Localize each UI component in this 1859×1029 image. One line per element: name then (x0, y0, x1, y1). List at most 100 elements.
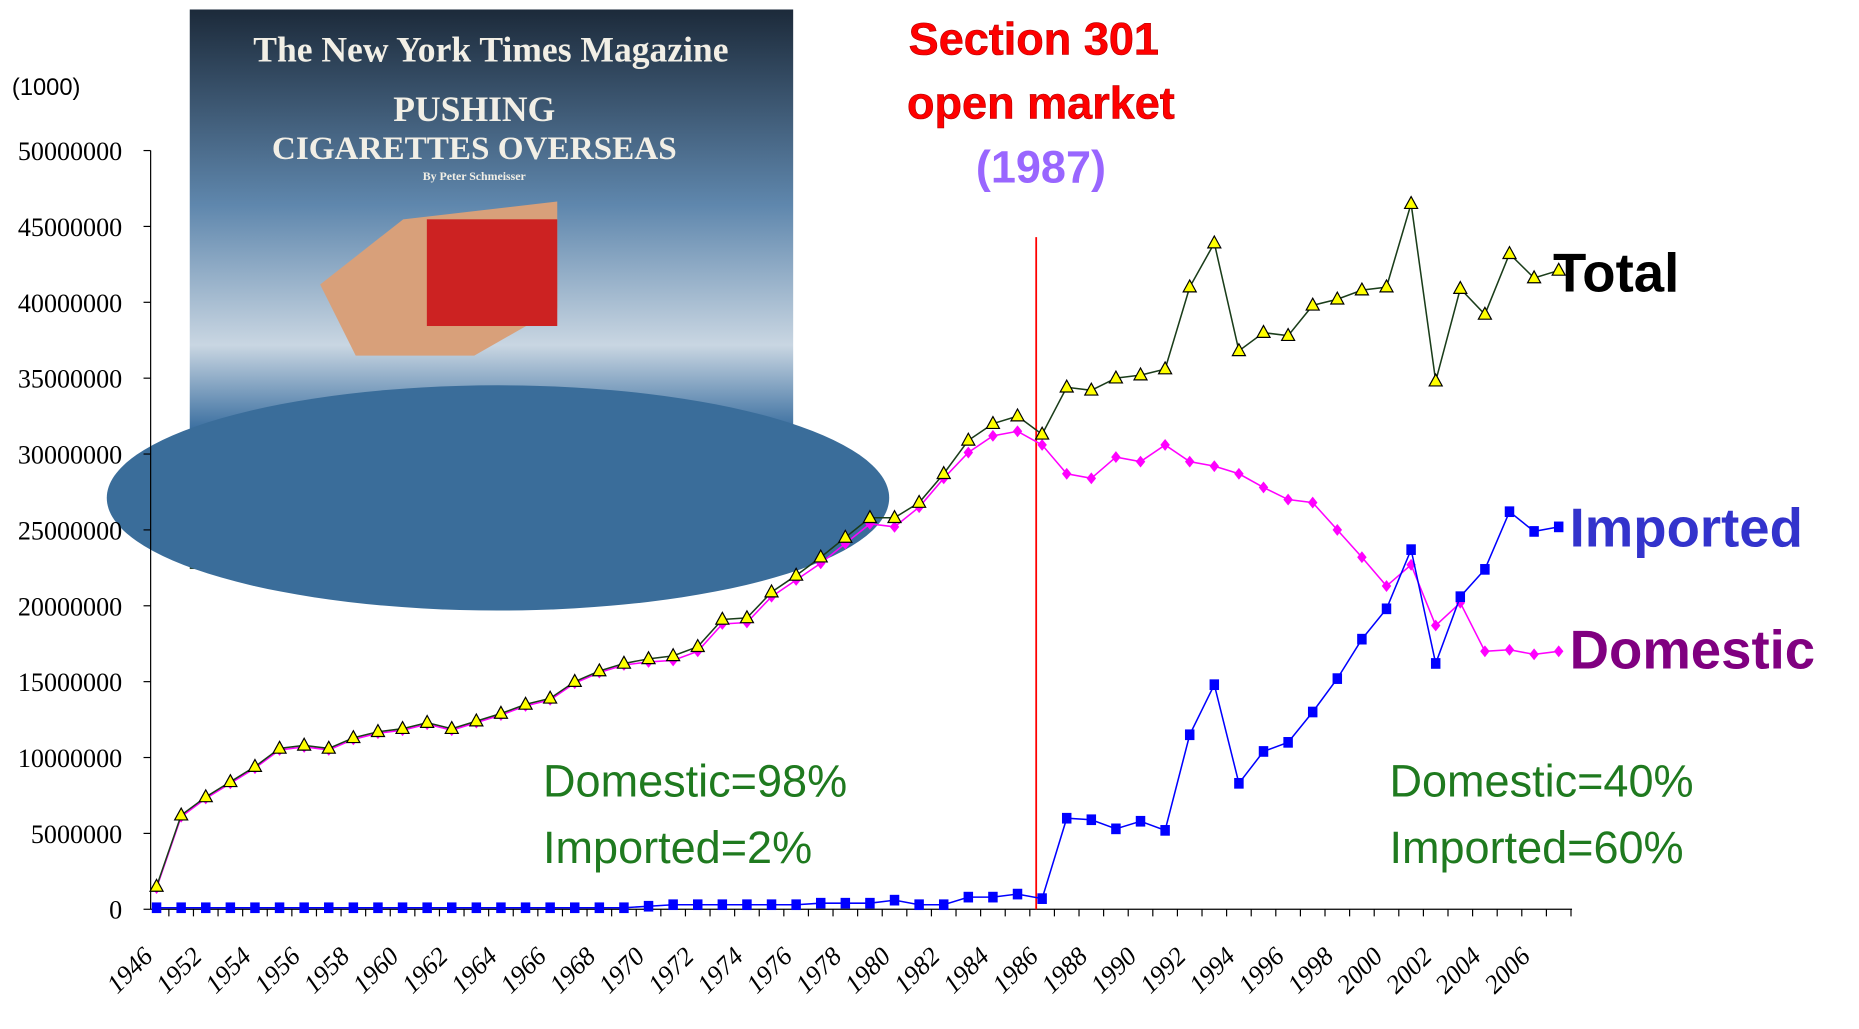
point (1553, 645, 1564, 658)
point (1160, 825, 1170, 836)
point (1529, 648, 1539, 661)
point (1452, 280, 1468, 294)
point (1255, 324, 1272, 338)
point (1529, 526, 1539, 537)
cover-byline: By Peter Schmeisser (423, 169, 526, 183)
x-tick-label: 1992 (1134, 942, 1191, 999)
point (1307, 706, 1318, 718)
x-tick-label: 1952 (150, 942, 207, 999)
y-tick-label: 20000000 (18, 592, 122, 621)
point (201, 902, 211, 914)
point (1307, 496, 1318, 509)
point (641, 650, 657, 665)
x-tick-label: 1984 (937, 942, 994, 999)
y-tick-label: 30000000 (18, 441, 122, 470)
x-tick-label: 2002 (1380, 942, 1437, 999)
x-tick-label: 1978 (790, 942, 847, 999)
point (988, 891, 998, 903)
x-tick-label: 1968 (544, 942, 601, 999)
point (865, 897, 875, 909)
point (419, 714, 435, 728)
point (692, 899, 703, 911)
point (889, 894, 900, 906)
point (1428, 372, 1444, 387)
point (1477, 306, 1493, 320)
cover-headline: CIGARETTES OVERSEAS (272, 130, 677, 167)
point (1234, 777, 1244, 789)
point (447, 902, 457, 914)
point (1526, 269, 1542, 284)
point (914, 899, 924, 911)
point (960, 432, 976, 446)
point (1059, 378, 1075, 393)
point (1184, 455, 1195, 468)
series-label: Total (1553, 243, 1679, 304)
y-tick-label: 15000000 (18, 668, 122, 697)
point (542, 690, 558, 704)
x-tick-label: 2000 (1331, 942, 1388, 999)
x-tick-label: 1956 (249, 942, 306, 999)
point (1357, 633, 1367, 645)
point (151, 902, 162, 914)
point (791, 899, 801, 911)
point (570, 902, 580, 914)
x-tick-label: 1988 (1036, 942, 1093, 999)
point (1504, 643, 1515, 656)
y-tick-label: 5000000 (31, 820, 122, 849)
point (813, 548, 829, 563)
point (594, 902, 605, 914)
series-line (156, 510, 1559, 909)
x-tick-label: 1982 (888, 942, 945, 999)
point (1160, 439, 1170, 451)
point (468, 712, 484, 727)
point (1406, 544, 1416, 555)
point (1231, 342, 1247, 357)
point (764, 583, 780, 598)
x-tick-label: 1972 (642, 942, 699, 999)
point (788, 567, 804, 581)
point (176, 902, 186, 914)
point (545, 902, 555, 914)
point (963, 891, 974, 903)
x-tick-label: 1954 (199, 942, 256, 999)
x-tick-label: 1994 (1183, 942, 1240, 999)
point (444, 720, 460, 735)
series-line (155, 430, 1559, 889)
point (619, 902, 629, 914)
point (1258, 746, 1269, 757)
point (690, 638, 706, 653)
point (1086, 472, 1097, 485)
point (321, 740, 337, 754)
point (493, 705, 509, 719)
point (985, 415, 1001, 430)
point (1037, 893, 1047, 904)
point (1086, 814, 1097, 826)
annotation: Domestic=98% (543, 756, 847, 807)
point (1061, 467, 1072, 480)
point (1135, 815, 1146, 827)
point (766, 899, 777, 911)
point (222, 773, 238, 788)
annotation: Domestic=40% (1389, 756, 1693, 807)
point (1430, 619, 1441, 632)
point (988, 429, 998, 442)
point (149, 878, 165, 892)
point (1381, 603, 1392, 615)
point (862, 509, 878, 524)
point (370, 723, 386, 738)
x-tick-label: 1960 (347, 942, 404, 999)
point (1182, 278, 1198, 293)
point (567, 673, 583, 687)
x-tick-label: 1974 (691, 942, 748, 999)
point (324, 902, 334, 914)
point (247, 758, 263, 772)
point (1551, 262, 1567, 276)
point (1403, 195, 1419, 210)
x-tick-label: 2006 (1479, 942, 1536, 999)
point (1430, 658, 1441, 669)
point (668, 899, 678, 911)
y-tick-label: 35000000 (18, 365, 122, 394)
point (1305, 296, 1321, 311)
point (299, 902, 309, 914)
y-tick-label: 45000000 (18, 213, 122, 242)
